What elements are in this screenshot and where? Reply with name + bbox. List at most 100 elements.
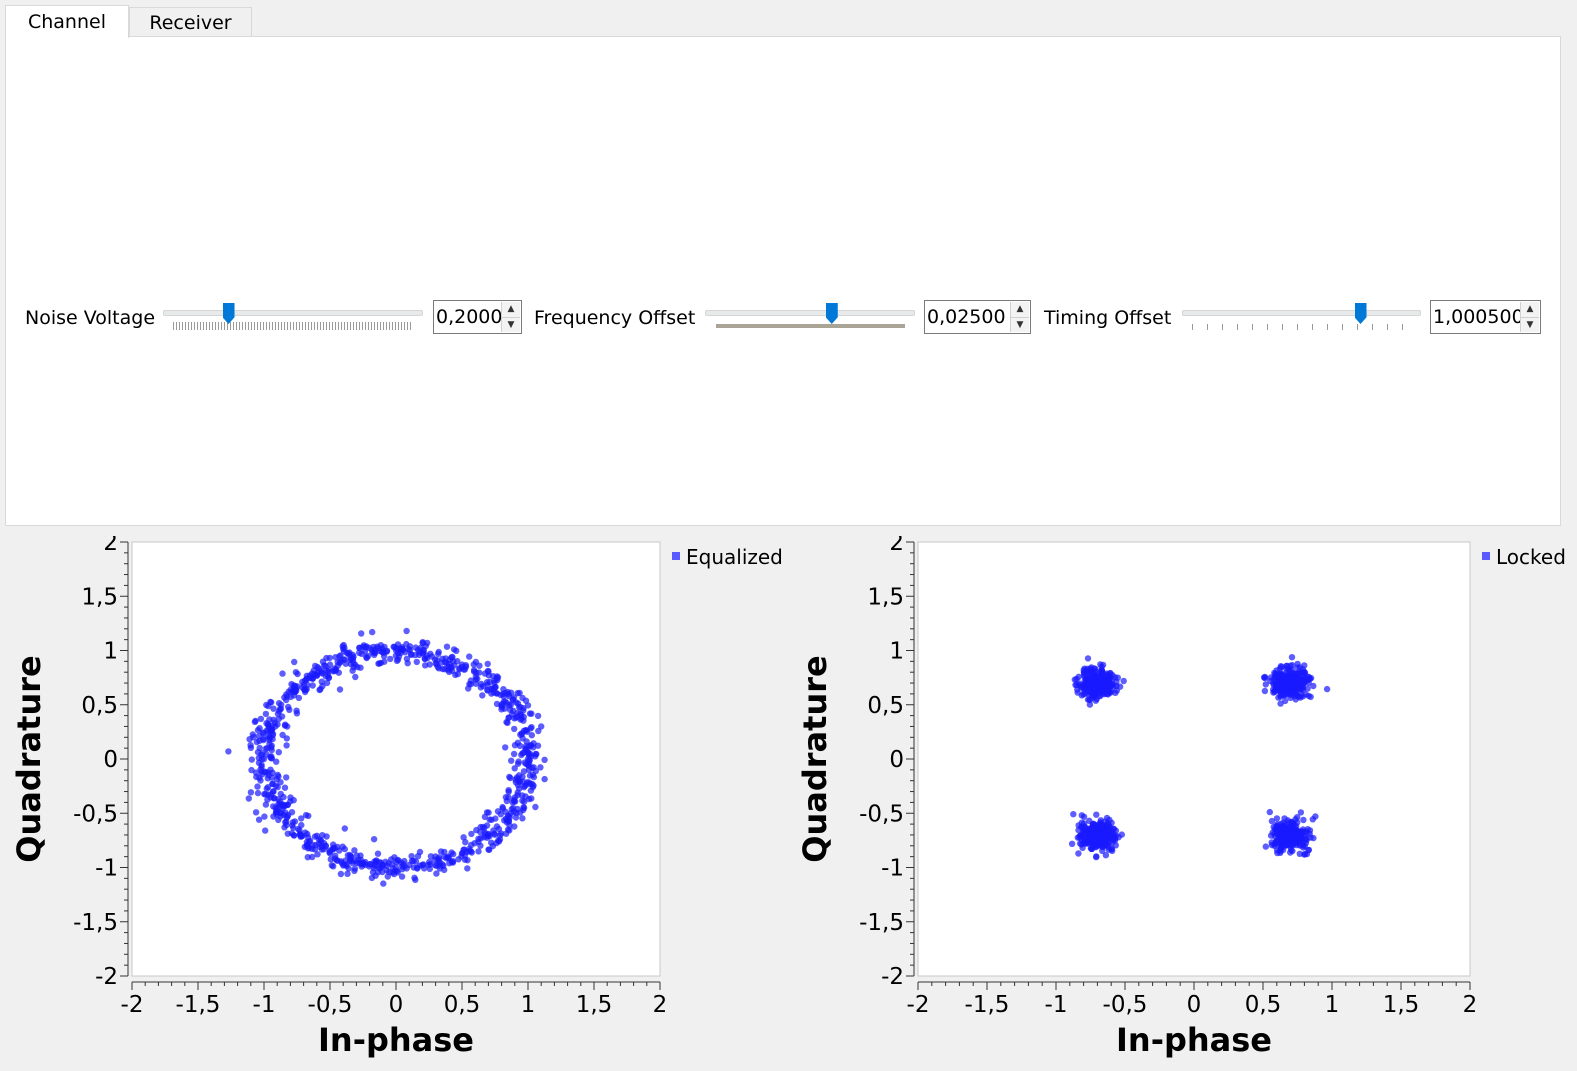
data-point (502, 744, 509, 751)
data-point (433, 870, 440, 877)
slider-ticks (1192, 324, 1411, 330)
data-point (1080, 671, 1088, 679)
noise-voltage-value[interactable]: 0,2000 (436, 306, 503, 328)
data-point (1085, 686, 1093, 693)
data-point (509, 804, 517, 812)
data-point (1300, 844, 1307, 851)
tab-receiver[interactable]: Receiver (129, 7, 252, 37)
data-point (1301, 851, 1308, 858)
data-point (511, 725, 518, 733)
data-point (500, 686, 507, 693)
timing-offset-slider[interactable] (1182, 299, 1421, 335)
data-point (466, 845, 473, 852)
data-point (254, 749, 262, 756)
frequency-offset-label: Frequency Offset (534, 307, 696, 329)
data-point (341, 825, 348, 832)
tab-channel[interactable]: Channel (5, 5, 129, 38)
data-point (455, 856, 462, 863)
data-point (528, 732, 535, 739)
frequency-offset-value[interactable]: 0,02500 (927, 306, 1006, 328)
data-point (532, 750, 539, 758)
data-point (346, 857, 354, 864)
data-point (435, 665, 443, 672)
data-point (397, 647, 404, 654)
data-point (342, 660, 349, 667)
frequency-offset-spinbox[interactable]: 0,02500 ▲ ▼ (924, 300, 1031, 334)
data-point (1298, 837, 1305, 844)
data-point (508, 757, 515, 764)
spin-up-icon[interactable]: ▲ (1011, 302, 1029, 317)
data-point (486, 832, 493, 840)
data-point (1277, 846, 1284, 853)
locked-chart-svg: -2 -1,5 -1 -0,5 0 0,5 1 1,5 2 2 1,5 1 0,5 0 -0,5 -1 -1,5… (796, 530, 1566, 1059)
y-tick-label: 0,5 (867, 693, 904, 719)
spin-up-icon[interactable]: ▲ (1521, 302, 1539, 317)
data-point (298, 821, 305, 829)
data-point (1078, 812, 1085, 819)
data-point (370, 836, 378, 843)
data-point (1266, 808, 1273, 816)
data-point (1102, 852, 1110, 859)
data-point (488, 839, 495, 846)
data-point (497, 811, 504, 818)
x-tick-label: 0,5 (444, 992, 481, 1018)
data-point (1098, 822, 1105, 830)
timing-offset-value[interactable]: 1,000500 (1433, 306, 1524, 328)
data-point (449, 653, 456, 661)
data-point (426, 661, 433, 668)
data-point (374, 643, 381, 650)
data-point (468, 830, 475, 838)
noise-voltage-spinbox[interactable]: 0,2000 ▲ ▼ (433, 300, 522, 334)
data-point (520, 768, 528, 775)
data-point (247, 789, 255, 796)
data-point (248, 756, 255, 763)
data-point (363, 654, 370, 662)
x-tick-label: 1 (521, 992, 536, 1018)
data-point (313, 672, 321, 679)
frequency-offset-slider[interactable] (705, 299, 915, 335)
data-point (1287, 831, 1294, 839)
data-point (456, 666, 463, 673)
spin-buttons: ▲ ▼ (1520, 302, 1539, 332)
data-point (461, 856, 469, 863)
data-point (532, 803, 539, 811)
data-point (466, 653, 473, 660)
slider-handle[interactable] (222, 303, 235, 324)
noise-voltage-slider[interactable] (163, 299, 423, 335)
data-point (1304, 826, 1311, 833)
data-point (1110, 683, 1117, 690)
data-point (477, 828, 484, 836)
data-point (426, 865, 433, 873)
data-point (328, 862, 335, 869)
data-point (1087, 845, 1095, 852)
data-point (524, 755, 532, 763)
data-point (340, 645, 347, 653)
data-point (1081, 823, 1088, 830)
spin-buttons: ▲ ▼ (501, 302, 520, 332)
spin-down-icon[interactable]: ▼ (1521, 316, 1539, 332)
data-point (1296, 685, 1303, 692)
data-point (1093, 811, 1100, 818)
data-point (305, 845, 312, 852)
x-tick-label: 1,5 (1383, 992, 1420, 1018)
slider-handle[interactable] (825, 303, 838, 324)
spin-down-icon[interactable]: ▼ (502, 316, 520, 332)
y-tick-label: 1,5 (81, 584, 118, 610)
data-point (507, 810, 514, 817)
y-tick-label: 2 (103, 536, 118, 556)
slider-handle[interactable] (1354, 303, 1367, 324)
data-point (270, 705, 277, 712)
data-point (395, 653, 403, 660)
timing-offset-spinbox[interactable]: 1,000500 ▲ ▼ (1430, 300, 1541, 334)
data-point (1075, 673, 1082, 680)
data-point (511, 765, 518, 772)
data-point (519, 773, 526, 781)
data-point (427, 853, 435, 860)
data-point (366, 863, 373, 870)
spin-up-icon[interactable]: ▲ (502, 302, 520, 317)
data-point (291, 658, 298, 666)
data-point (259, 771, 266, 778)
spin-down-icon[interactable]: ▼ (1011, 316, 1029, 332)
x-tick-label: 0 (1187, 992, 1202, 1018)
data-point (493, 690, 500, 697)
